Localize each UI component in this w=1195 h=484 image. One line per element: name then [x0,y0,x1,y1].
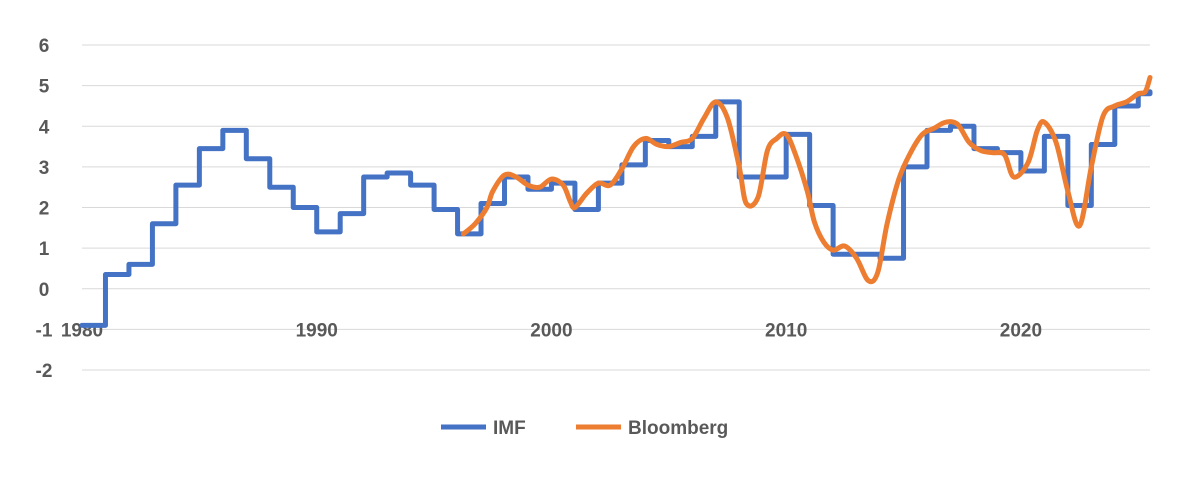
y-tick-label: 2 [39,199,50,220]
y-tick-label: 3 [39,158,50,179]
y-tick-label: -2 [36,361,53,382]
y-tick-label: 0 [39,280,50,301]
x-tick-label: 1990 [296,320,338,341]
x-axis-ticks: 1980 1990 2000 2010 2020 [61,320,1042,341]
y-tick-label: 1 [39,239,50,260]
series-lines [79,75,1153,328]
y-axis-ticks: -2 -1 0 1 2 3 4 5 6 [36,36,53,382]
series-line-imf [79,89,1153,328]
series-line-bloomberg [460,75,1153,285]
y-tick-label: 5 [39,77,50,98]
legend-label-bloomberg: Bloomberg [628,418,728,439]
legend-label-imf: IMF [493,418,526,439]
y-tick-label: 6 [39,36,50,57]
gridlines [82,44,1150,371]
x-tick-label: 2020 [1000,320,1042,341]
y-tick-label: 4 [39,117,50,138]
x-tick-label: 2010 [765,320,807,341]
x-tick-label: 2000 [530,320,572,341]
legend: IMF Bloomberg [441,418,728,439]
y-tick-label: -1 [36,320,53,341]
